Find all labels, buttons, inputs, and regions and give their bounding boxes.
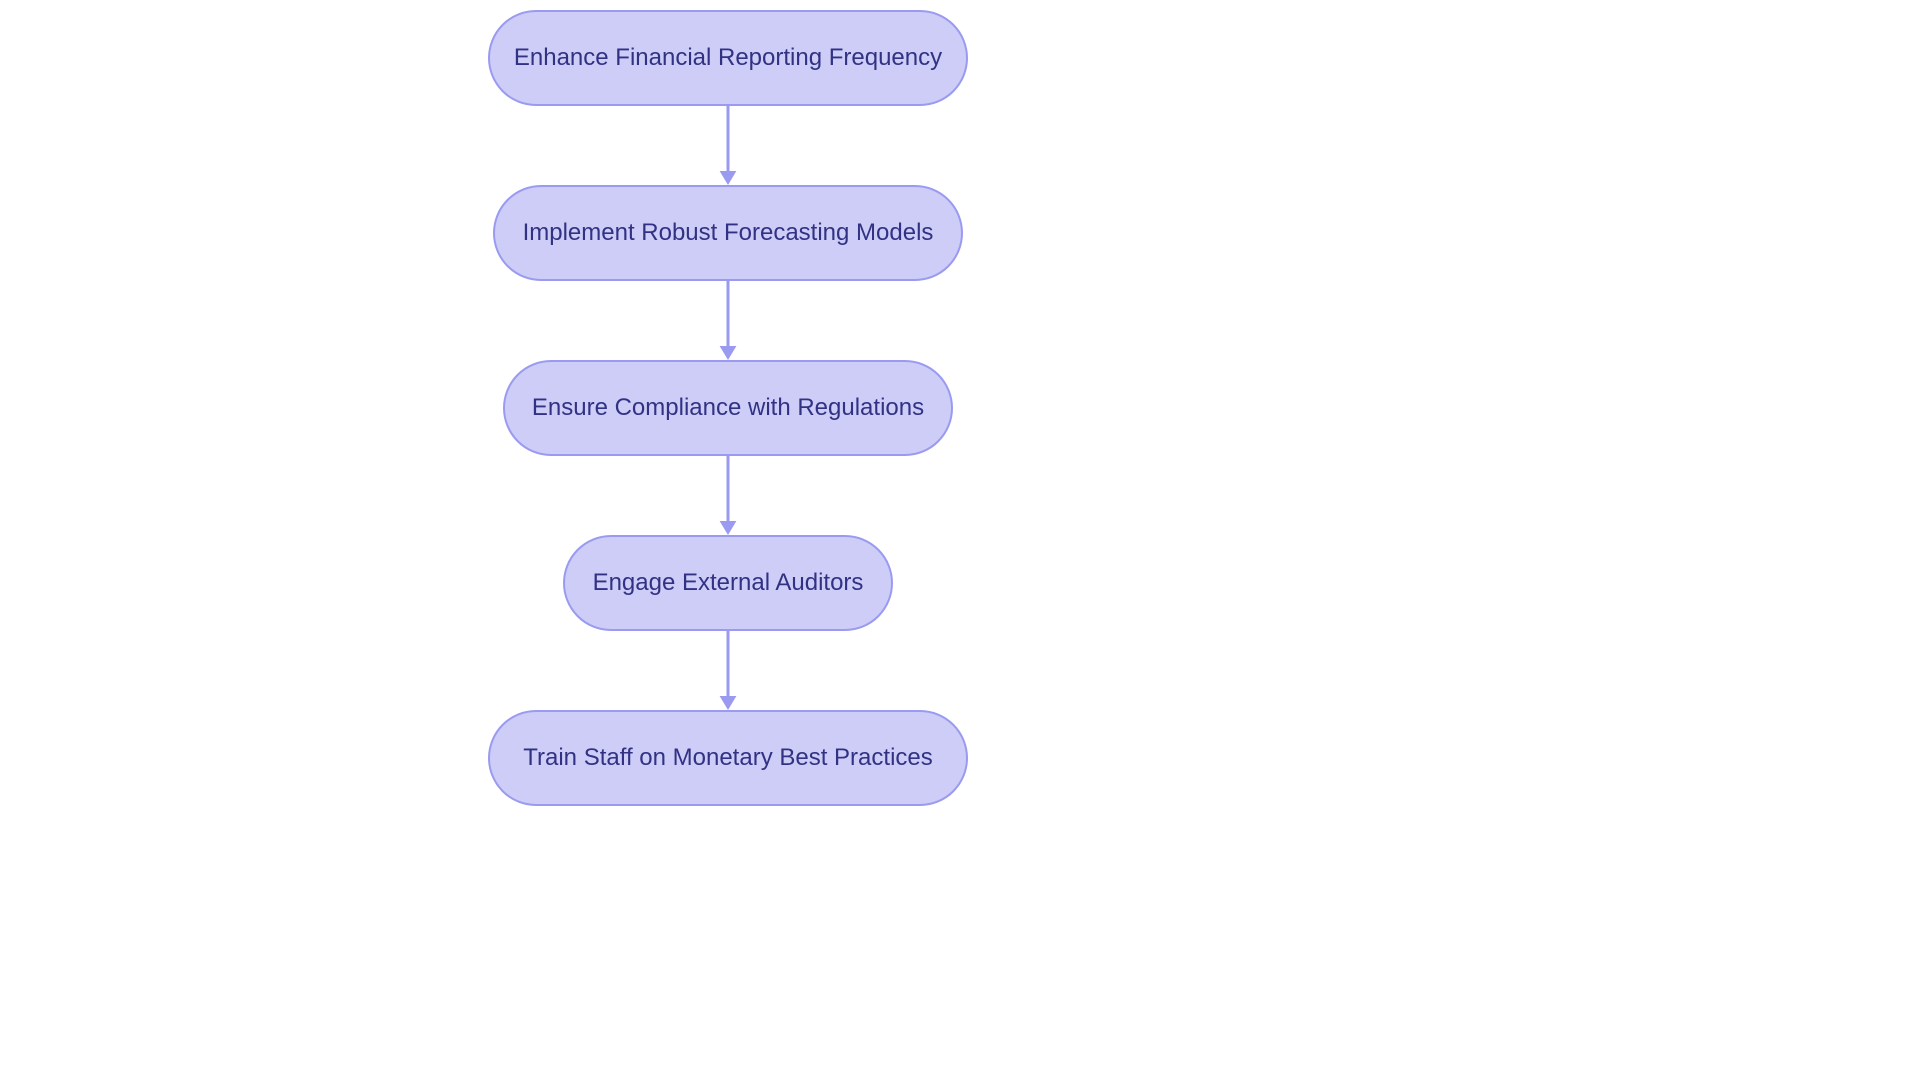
flowchart-node: Implement Robust Forecasting Models (493, 185, 963, 281)
flowchart-arrow (714, 281, 742, 360)
flowchart-node-label: Implement Robust Forecasting Models (523, 219, 934, 247)
flowchart-node-label: Ensure Compliance with Regulations (532, 394, 924, 422)
flowchart-arrow (714, 631, 742, 710)
flowchart-node: Enhance Financial Reporting Frequency (488, 10, 968, 106)
flowchart-node: Ensure Compliance with Regulations (503, 360, 953, 456)
flowchart-canvas: Enhance Financial Reporting Frequency Imp… (0, 0, 1920, 1083)
flowchart-node-label: Train Staff on Monetary Best Practices (523, 744, 933, 772)
flowchart-node: Engage External Auditors (563, 535, 893, 631)
flowchart-node-label: Engage External Auditors (593, 569, 864, 597)
flowchart-node: Train Staff on Monetary Best Practices (488, 710, 968, 806)
flowchart-arrow (714, 456, 742, 535)
flowchart-node-label: Enhance Financial Reporting Frequency (514, 44, 942, 72)
flowchart-arrow (714, 106, 742, 185)
